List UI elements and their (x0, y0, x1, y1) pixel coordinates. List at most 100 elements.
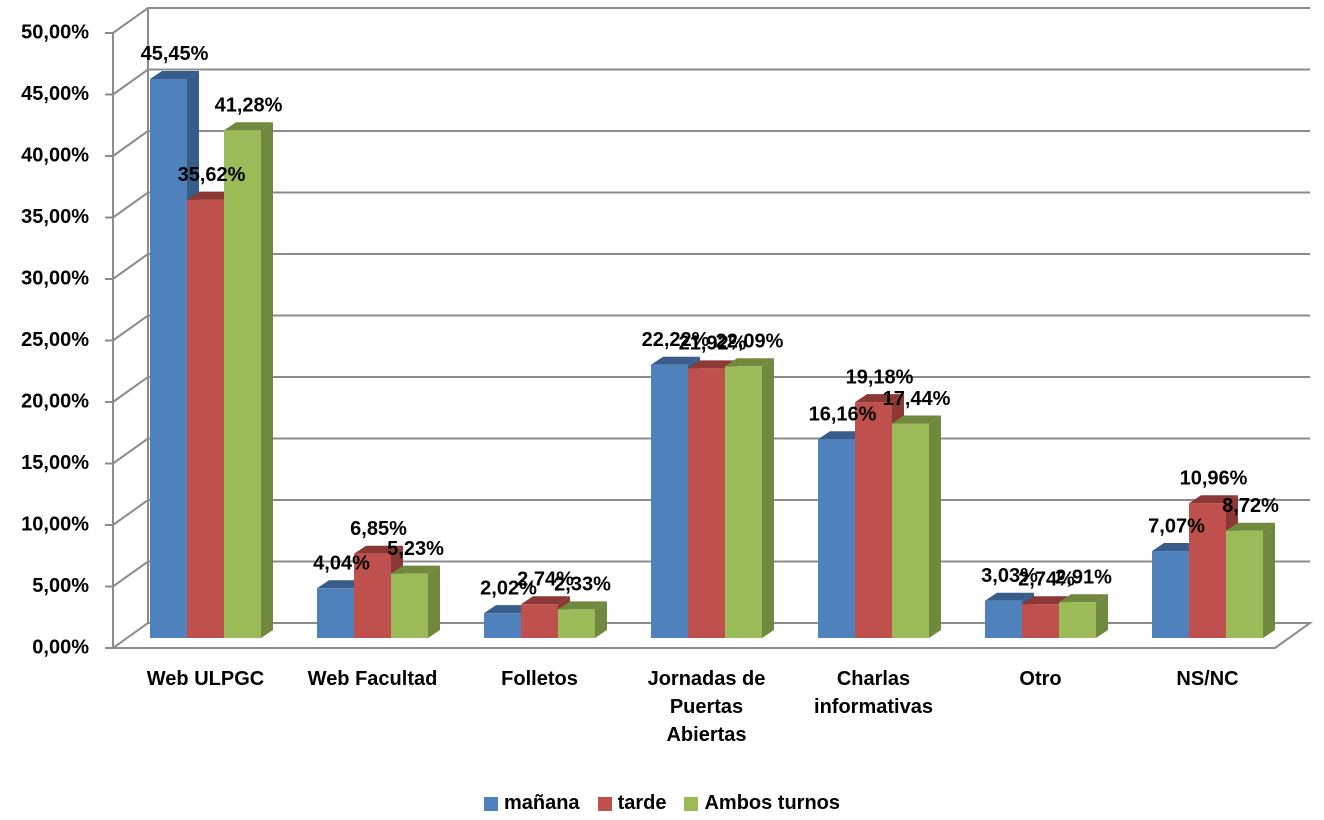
data-label: 7,07% (1148, 515, 1205, 537)
data-label: 16,16% (809, 404, 877, 426)
legend: mañana tarde Ambos turnos (0, 792, 1324, 815)
bar-top (688, 360, 737, 369)
x-tick-label: Folletos (501, 668, 578, 690)
bar (391, 573, 428, 638)
bar-top (317, 580, 366, 589)
bar-top (985, 592, 1034, 601)
bar-side (428, 565, 440, 638)
grid-line (112, 7, 1310, 34)
y-tick-label: 15,00% (21, 452, 89, 474)
bar-top (651, 356, 700, 365)
x-tick-label: Web Facultad (307, 668, 438, 690)
legend-label: Ambos turnos (704, 792, 841, 814)
bar (1059, 602, 1096, 638)
data-label: 17,44% (883, 388, 951, 410)
legend-swatch (597, 796, 612, 811)
grid-line (112, 191, 1310, 219)
bar (187, 199, 224, 638)
y-tick-label: 30,00% (21, 267, 89, 289)
bar-top (558, 601, 607, 610)
bar-side (762, 358, 774, 638)
bar-top (1189, 495, 1238, 504)
bar (484, 613, 521, 638)
grid-line (112, 376, 1310, 403)
data-label: 6,85% (350, 518, 407, 540)
bar-side (595, 601, 607, 638)
bar (224, 130, 261, 639)
data-label: 3,03% (981, 565, 1038, 587)
y-tick-label: 10,00% (21, 513, 89, 535)
data-label: 8,72% (1222, 495, 1279, 517)
data-label: 5,23% (387, 538, 444, 560)
y-tick-label: 50,00% (21, 21, 89, 43)
data-label: 4,04% (313, 553, 370, 575)
bar-top (484, 605, 533, 614)
data-label: 21,92% (679, 333, 747, 355)
bar (688, 368, 725, 638)
legend-item: Ambos turnos (684, 792, 840, 815)
bar (892, 423, 929, 638)
bar-top (187, 191, 236, 200)
bar-side (1096, 594, 1108, 638)
bar (725, 366, 762, 638)
bar-side (261, 122, 273, 639)
bar-top (150, 70, 199, 79)
bar-top (725, 358, 774, 367)
bar-top (354, 545, 403, 554)
bar (818, 439, 855, 638)
y-tick-label: 25,00% (21, 329, 89, 351)
x-tick-label: Web ULPGC (146, 668, 265, 690)
data-label: 19,18% (846, 366, 914, 388)
legend-item: tarde (597, 792, 667, 815)
x-tick-label: Otro (1019, 668, 1062, 690)
data-label: 45,45% (141, 43, 209, 65)
y-tick-label: 45,00% (21, 83, 89, 105)
legend-swatch (483, 796, 498, 811)
legend-item: mañana (483, 792, 580, 815)
data-label: 22,09% (716, 331, 784, 353)
bar-top (1059, 594, 1108, 603)
bar-top (391, 565, 440, 574)
y-tick-label: 35,00% (21, 206, 89, 228)
bar (317, 588, 354, 638)
bar-top (892, 415, 941, 424)
bar-top (1022, 596, 1071, 605)
bar-top (521, 596, 570, 605)
data-label: 2,74% (517, 569, 574, 591)
grid-line (112, 68, 1310, 96)
grid-line (112, 253, 1310, 280)
data-label: 2,74% (1018, 569, 1075, 591)
data-label: 2,02% (480, 577, 537, 599)
data-label: 10,96% (1180, 467, 1248, 489)
bar-top (1152, 543, 1201, 552)
bar (1152, 551, 1189, 638)
data-label: 2,33% (554, 574, 611, 596)
data-label: 41,28% (215, 95, 283, 117)
bar-side (1263, 522, 1275, 638)
grid-line (112, 314, 1310, 342)
bar-side (929, 415, 941, 638)
bar (1226, 530, 1263, 638)
data-label: 35,62% (178, 164, 246, 186)
legend-label: mañana (503, 792, 580, 814)
x-tick-label: Charlas informativas (814, 668, 933, 718)
bar (651, 364, 688, 638)
bar (150, 78, 187, 639)
bar-top (855, 394, 904, 403)
bar (1022, 604, 1059, 638)
data-label: 2,91% (1055, 566, 1112, 588)
bar-top (224, 122, 273, 131)
bar (521, 604, 558, 638)
legend-label: tarde (617, 792, 667, 814)
y-tick-label: 0,00% (32, 636, 89, 658)
legend-swatch (684, 796, 699, 811)
bar (354, 553, 391, 638)
y-tick-label: 40,00% (21, 144, 89, 166)
y-tick-label: 5,00% (32, 575, 89, 597)
bar (855, 402, 892, 638)
bar (985, 600, 1022, 638)
bar-top (1226, 522, 1275, 531)
bar (1189, 503, 1226, 638)
